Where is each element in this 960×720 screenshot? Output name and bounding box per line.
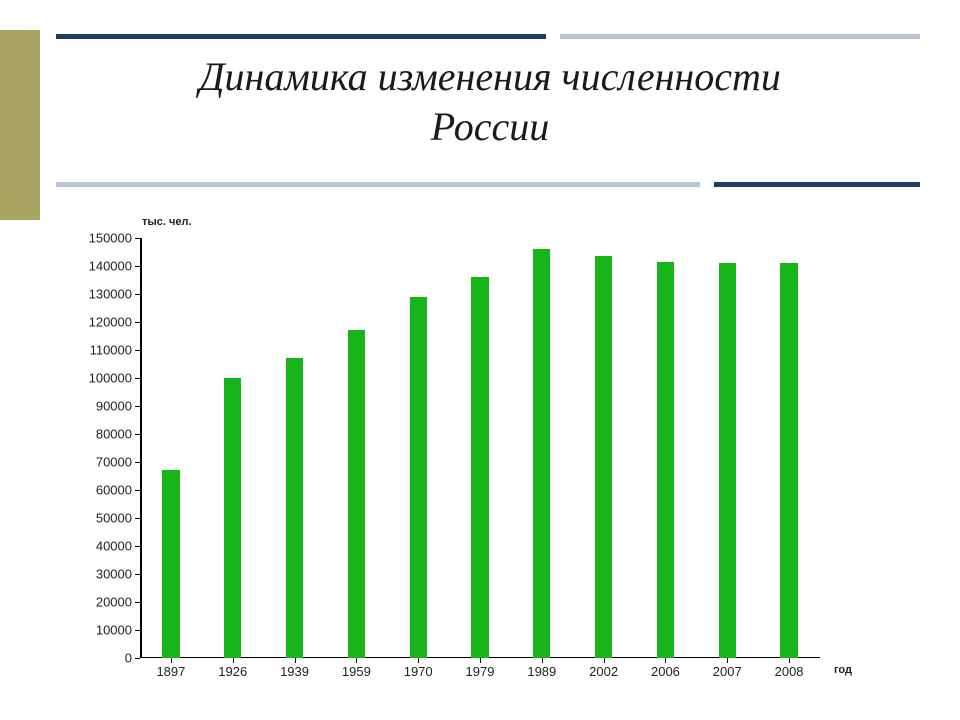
y-tick-label: 10000 xyxy=(96,623,140,638)
x-tick-label: 2006 xyxy=(651,658,680,679)
x-tick-label: 1970 xyxy=(404,658,433,679)
y-tick-label: 50000 xyxy=(96,511,140,526)
bar xyxy=(595,256,612,658)
x-tick-label: 2007 xyxy=(713,658,742,679)
rule-mid-dark xyxy=(714,182,920,187)
x-tick-label: 1959 xyxy=(342,658,371,679)
y-tick-label: 20000 xyxy=(96,595,140,610)
slide-title: Динамика изменения численности России xyxy=(180,52,800,152)
bar xyxy=(533,249,550,658)
x-tick-label: 1979 xyxy=(466,658,495,679)
x-tick-label: 2002 xyxy=(589,658,618,679)
y-tick-label: 130000 xyxy=(89,287,140,302)
y-tick-label: 30000 xyxy=(96,567,140,582)
y-tick-label: 100000 xyxy=(89,371,140,386)
bar xyxy=(162,470,179,658)
bar xyxy=(224,378,241,658)
y-tick-label: 70000 xyxy=(96,455,140,470)
y-tick-label: 110000 xyxy=(90,343,140,358)
x-tick-label: 1926 xyxy=(218,658,247,679)
bar xyxy=(471,277,488,658)
y-tick-label: 40000 xyxy=(96,539,140,554)
population-chart: тыс. чел. 010000200003000040000500006000… xyxy=(70,210,890,690)
y-tick-label: 0 xyxy=(125,651,140,666)
y-tick-label: 140000 xyxy=(89,259,140,274)
bar xyxy=(348,330,365,658)
x-axis-unit: год xyxy=(834,658,852,676)
plot-area: 0100002000030000400005000060000700008000… xyxy=(140,238,820,658)
x-tick-label: 1989 xyxy=(527,658,556,679)
y-axis-unit: тыс. чел. xyxy=(142,216,192,228)
rule-mid-light xyxy=(56,182,700,187)
rule-top-dark xyxy=(56,34,546,39)
rule-top-light xyxy=(560,34,920,39)
y-tick-label: 150000 xyxy=(89,231,140,246)
bar xyxy=(410,297,427,658)
x-tick-label: 1939 xyxy=(280,658,309,679)
y-tick-label: 80000 xyxy=(96,427,140,442)
y-tick-label: 120000 xyxy=(89,315,140,330)
slide: Динамика изменения численности России ты… xyxy=(0,0,960,720)
x-tick-label: 2008 xyxy=(775,658,804,679)
bar xyxy=(286,358,303,658)
y-tick-label: 60000 xyxy=(96,483,140,498)
x-tick-label: 1897 xyxy=(156,658,185,679)
bar xyxy=(657,262,674,658)
accent-block xyxy=(0,30,40,220)
y-axis xyxy=(140,238,142,658)
y-tick-label: 90000 xyxy=(96,399,140,414)
bar xyxy=(780,263,797,658)
bar xyxy=(719,263,736,658)
